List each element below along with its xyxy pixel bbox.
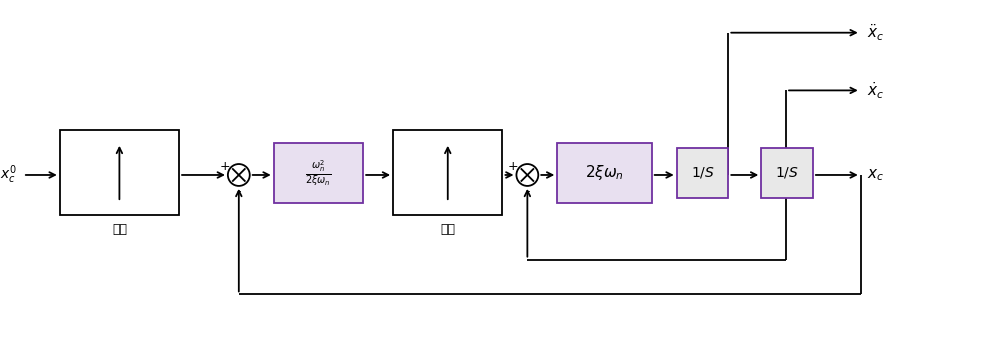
Text: $\dot{x}_c$: $\dot{x}_c$ bbox=[867, 80, 884, 101]
Bar bbox=[677, 148, 728, 198]
Text: -: - bbox=[237, 185, 241, 198]
Text: +: + bbox=[220, 159, 230, 172]
Bar bbox=[557, 143, 652, 203]
Text: 限幅: 限幅 bbox=[440, 223, 455, 236]
Text: $1/S$: $1/S$ bbox=[775, 166, 799, 181]
Text: $x_c$: $x_c$ bbox=[867, 167, 884, 183]
Text: $\ddot{x}_c$: $\ddot{x}_c$ bbox=[867, 22, 884, 43]
Bar bbox=[393, 130, 502, 215]
Text: +: + bbox=[508, 159, 519, 172]
Text: $\frac{\omega_n^2}{2\xi\omega_n}$: $\frac{\omega_n^2}{2\xi\omega_n}$ bbox=[305, 158, 332, 188]
Bar bbox=[761, 148, 813, 198]
Bar bbox=[60, 130, 179, 215]
Text: $x_c^0$: $x_c^0$ bbox=[0, 164, 17, 186]
Bar bbox=[274, 143, 363, 203]
Text: 跟踪: 跟踪 bbox=[112, 223, 127, 236]
Text: $1/S$: $1/S$ bbox=[691, 166, 714, 181]
Text: -: - bbox=[525, 185, 530, 198]
Text: $2\xi\omega_n$: $2\xi\omega_n$ bbox=[585, 163, 624, 183]
